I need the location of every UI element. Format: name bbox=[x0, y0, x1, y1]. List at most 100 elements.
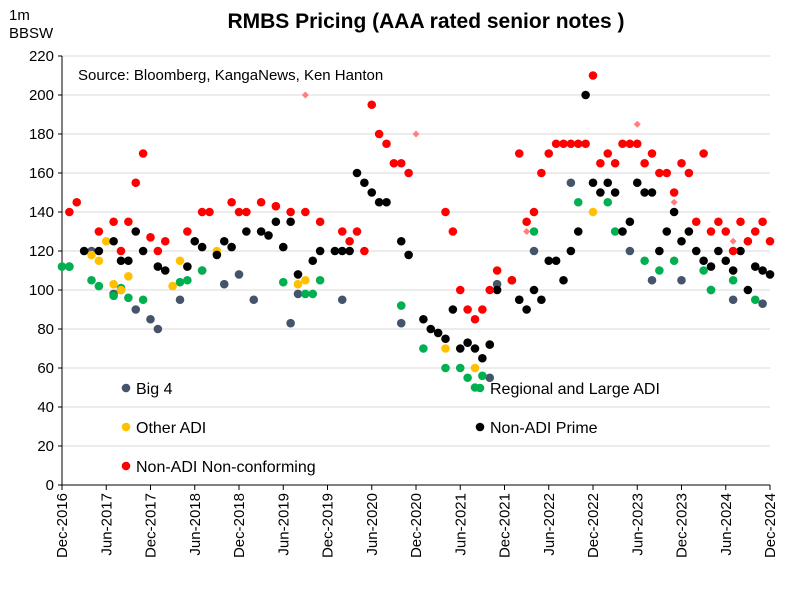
point-regional-and-large-adi bbox=[610, 227, 620, 236]
legend: Big 4 Regional and Large ADI Other ADI Non-… bbox=[121, 381, 660, 476]
point-non-adi-non-conforming bbox=[765, 236, 775, 246]
point-other-adi bbox=[175, 256, 185, 266]
y-tick-label: 0 bbox=[46, 477, 54, 494]
point-non-adi-non-conforming bbox=[684, 168, 694, 178]
point-non-adi-prime bbox=[544, 256, 554, 266]
point-non-adi-prime bbox=[160, 266, 170, 275]
point-big-4 bbox=[337, 295, 347, 305]
y-tick-label: 160 bbox=[29, 165, 54, 182]
point-non-adi-prime bbox=[256, 227, 266, 236]
point-non-adi-prime bbox=[278, 242, 288, 252]
point-non-adi-prime bbox=[463, 338, 472, 347]
point-non-adi-prime bbox=[360, 178, 369, 188]
point-non-adi-prime bbox=[396, 236, 406, 246]
point-regional-and-large-adi bbox=[183, 275, 192, 285]
point-non-adi-non-conforming bbox=[153, 246, 163, 256]
point-non-adi-non-conforming bbox=[301, 207, 310, 217]
point-non-adi-prime bbox=[485, 340, 495, 349]
point-non-adi-prime bbox=[131, 227, 141, 236]
point-non-adi-prime bbox=[337, 246, 347, 256]
legend-marker-non-adi-prime bbox=[475, 422, 485, 432]
point-non-adi-non-conforming bbox=[448, 227, 458, 236]
x-tick-label: Jun-2019 bbox=[275, 493, 292, 556]
point-non-adi-prime bbox=[758, 266, 767, 275]
point-non-adi-prime bbox=[662, 227, 672, 236]
x-tick-label: Dec-2022 bbox=[585, 493, 602, 558]
point-non-adi-non-conforming bbox=[581, 139, 590, 149]
point-non-adi-non-conforming bbox=[227, 197, 236, 207]
point-regional-and-large-adi bbox=[478, 371, 487, 381]
point-big-4 bbox=[131, 305, 141, 314]
point-non-adi-non-conforming bbox=[706, 227, 716, 236]
chart-title: RMBS Pricing (AAA rated senior notes ) bbox=[227, 10, 624, 33]
point-non-adi-prime bbox=[116, 256, 126, 266]
point-non-adi-non-conforming bbox=[271, 201, 281, 211]
point-regional-and-large-adi bbox=[573, 197, 583, 207]
point-non-adi-non-conforming bbox=[551, 139, 561, 149]
outlier-diamond-marker bbox=[729, 237, 737, 245]
point-other-adi bbox=[124, 272, 133, 281]
point-non-adi-non-conforming bbox=[146, 233, 155, 242]
y-tick-label: 140 bbox=[29, 204, 54, 221]
point-big-4 bbox=[758, 299, 767, 308]
point-non-adi-prime bbox=[603, 178, 613, 188]
point-non-adi-prime bbox=[183, 262, 192, 271]
y-tick-label: 40 bbox=[37, 399, 54, 416]
point-non-adi-prime bbox=[736, 246, 745, 256]
point-regional-and-large-adi bbox=[750, 295, 760, 305]
point-non-adi-non-conforming bbox=[72, 197, 82, 207]
point-non-adi-prime bbox=[345, 246, 354, 256]
point-non-adi-non-conforming bbox=[699, 149, 708, 158]
x-tick-label: Jun-2022 bbox=[541, 493, 558, 556]
point-non-adi-non-conforming bbox=[242, 207, 251, 217]
legend-label-other-adi: Other ADI bbox=[136, 420, 206, 437]
point-non-adi-non-conforming bbox=[160, 236, 170, 246]
point-non-adi-prime bbox=[743, 285, 753, 295]
point-other-adi bbox=[470, 363, 480, 373]
point-non-adi-prime bbox=[94, 246, 104, 256]
point-non-adi-non-conforming bbox=[566, 139, 576, 149]
point-regional-and-large-adi bbox=[138, 295, 148, 305]
legend-marker-regional-and-large-adi bbox=[475, 383, 485, 393]
y-tick-label: 60 bbox=[37, 360, 54, 377]
x-tick-label: Jun-2021 bbox=[452, 493, 469, 556]
point-non-adi-non-conforming bbox=[389, 158, 399, 168]
point-non-adi-prime bbox=[271, 217, 281, 227]
point-regional-and-large-adi bbox=[419, 344, 428, 353]
point-non-adi-non-conforming bbox=[345, 236, 354, 246]
point-non-adi-prime bbox=[492, 285, 502, 295]
point-non-adi-non-conforming bbox=[758, 217, 767, 227]
point-big-4 bbox=[728, 295, 738, 305]
legend-marker-non-adi-non-conforming bbox=[121, 461, 131, 471]
point-non-adi-non-conforming bbox=[736, 217, 745, 227]
point-non-adi-prime bbox=[315, 246, 325, 256]
point-regional-and-large-adi bbox=[728, 275, 738, 285]
point-big-4 bbox=[647, 275, 657, 285]
point-other-adi bbox=[94, 256, 104, 266]
point-other-adi bbox=[293, 279, 303, 289]
point-non-adi-non-conforming bbox=[131, 178, 141, 188]
legend-marker-other-adi bbox=[121, 422, 131, 432]
point-regional-and-large-adi bbox=[124, 293, 133, 303]
point-non-adi-non-conforming bbox=[183, 227, 192, 236]
point-other-adi bbox=[87, 250, 96, 260]
point-non-adi-non-conforming bbox=[573, 139, 583, 149]
point-non-adi-non-conforming bbox=[514, 149, 524, 158]
y-tick-label: 220 bbox=[29, 48, 54, 65]
point-non-adi-prime bbox=[640, 188, 649, 197]
point-other-adi bbox=[441, 344, 450, 353]
point-big-4 bbox=[293, 289, 303, 299]
point-other-adi bbox=[588, 207, 598, 217]
x-tick-label: Dec-2020 bbox=[408, 493, 425, 558]
point-non-adi-non-conforming bbox=[470, 314, 480, 324]
point-non-adi-prime bbox=[212, 250, 222, 260]
point-non-adi-prime bbox=[382, 197, 391, 207]
x-tick-label: Jun-2023 bbox=[629, 493, 646, 556]
point-big-4 bbox=[219, 279, 229, 289]
point-non-adi-non-conforming bbox=[492, 266, 502, 275]
point-non-adi-non-conforming bbox=[205, 207, 214, 217]
point-regional-and-large-adi bbox=[65, 262, 74, 271]
point-non-adi-non-conforming bbox=[640, 158, 649, 168]
point-non-adi-non-conforming bbox=[367, 100, 377, 110]
y-tick-label: 20 bbox=[37, 438, 54, 455]
